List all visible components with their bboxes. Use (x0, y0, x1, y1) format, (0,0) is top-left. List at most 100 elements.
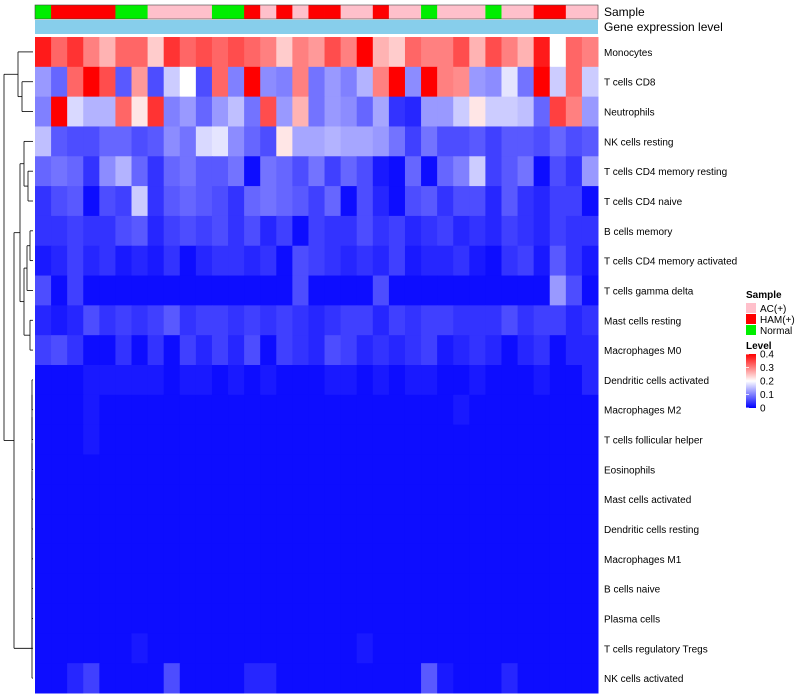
heatmap-cell (147, 305, 165, 336)
heatmap-cell (228, 543, 245, 575)
heatmap-cell (308, 365, 326, 396)
sample-annotation-cell (356, 5, 374, 19)
heatmap-cell (228, 365, 245, 396)
heatmap-cell (549, 275, 567, 306)
heatmap-cell (533, 186, 551, 217)
heatmap-cell (372, 37, 390, 68)
heatmap-cell (581, 186, 599, 217)
heatmap-cell (67, 663, 84, 694)
heatmap-cell (51, 454, 68, 485)
sample-annotation-cell (99, 5, 116, 19)
heatmap-cell (67, 633, 84, 664)
row-label: T cells CD4 memory activated (604, 257, 737, 268)
heatmap-cell (211, 394, 229, 426)
heatmap-cell (147, 365, 165, 396)
heatmap-cell (51, 245, 68, 277)
heatmap-cell (372, 275, 390, 306)
heatmap-cell (211, 424, 229, 455)
heatmap-cell (469, 305, 486, 336)
heatmap-cell (469, 186, 486, 217)
heatmap-cell (163, 663, 181, 694)
heatmap-cell (388, 126, 406, 157)
heatmap-cell (147, 186, 165, 217)
row-label: Eosinophils (604, 465, 655, 476)
sample-annotation-cell (163, 5, 181, 19)
heatmap-cell (324, 543, 342, 575)
heatmap-cell (195, 543, 213, 575)
heatmap-cell (83, 126, 100, 157)
heatmap-cell (549, 156, 567, 187)
heatmap-cell (340, 245, 358, 277)
heatmap-cell (195, 245, 213, 277)
sample-annotation-cell (421, 5, 438, 19)
heatmap-cell (501, 215, 519, 247)
heatmap-cell (276, 514, 293, 545)
heatmap-cell (115, 365, 133, 396)
heatmap-cell (99, 365, 116, 396)
heatmap-cell (469, 633, 486, 664)
heatmap-cell (195, 37, 213, 68)
heatmap-cell (485, 335, 502, 366)
heatmap-cell (35, 156, 52, 187)
sample-annotation-cell (501, 5, 518, 19)
heatmap-cell (260, 633, 277, 664)
heatmap-cell (276, 365, 293, 396)
level-tick-label: 0 (760, 404, 766, 415)
heatmap-cell (404, 365, 422, 396)
heatmap-cell (244, 454, 261, 485)
heatmap-cell (99, 633, 116, 664)
heatmap-cell (533, 66, 551, 98)
heatmap-cell (99, 663, 116, 694)
legend-label: HAM(+) (760, 315, 795, 326)
heatmap-cell (469, 603, 486, 634)
heatmap-cell (244, 275, 261, 306)
heatmap-cell (324, 126, 342, 157)
heatmap-cell (244, 514, 261, 545)
heatmap-cell (421, 156, 438, 187)
heatmap-cell (51, 603, 68, 634)
heatmap-cell (276, 603, 293, 634)
heatmap-cell (51, 514, 68, 545)
heatmap-cell (356, 543, 374, 575)
heatmap-cell (404, 245, 422, 277)
heatmap-cell (565, 663, 583, 694)
heatmap-cell (549, 215, 567, 247)
heatmap-cell (340, 126, 358, 157)
heatmap-cell (485, 573, 502, 605)
heatmap-cell (228, 603, 245, 634)
heatmap-cell (421, 126, 438, 157)
heatmap-cell (485, 156, 502, 187)
heatmap-cell (115, 543, 133, 575)
heatmap-cell (372, 454, 390, 485)
heatmap-cell (469, 365, 486, 396)
heatmap-cell (195, 186, 213, 217)
heatmap-cell (581, 275, 599, 306)
heatmap-cell (581, 215, 599, 247)
sample-annotation-border (34, 4, 599, 20)
heatmap-cell (211, 66, 229, 98)
heatmap-cell (211, 245, 229, 277)
heatmap-cell (533, 365, 551, 396)
heatmap-cell (453, 66, 470, 98)
heatmap-cell (244, 186, 261, 217)
heatmap-cell (244, 245, 261, 277)
heatmap-cell (276, 126, 293, 157)
heatmap-cell (179, 156, 197, 187)
heatmap-cell (131, 305, 149, 336)
heatmap-cell (244, 37, 261, 68)
heatmap-cell (485, 514, 502, 545)
heatmap-cell (115, 394, 133, 426)
heatmap-cell (115, 245, 133, 277)
heatmap-cell (324, 335, 342, 366)
heatmap-cell (356, 454, 374, 485)
heatmap-cell (292, 215, 309, 247)
heatmap-cell (324, 365, 342, 396)
heatmap-cell (228, 156, 245, 187)
heatmap-cell (83, 573, 100, 605)
heatmap-cell (115, 186, 133, 217)
heatmap-cell (228, 484, 245, 515)
heatmap-cell (51, 37, 68, 68)
row-labels: Monocytes T cells CD8 Neutrophils NK cells … (604, 48, 737, 685)
heatmap-cell (179, 663, 197, 694)
heatmap-cell (517, 96, 535, 127)
